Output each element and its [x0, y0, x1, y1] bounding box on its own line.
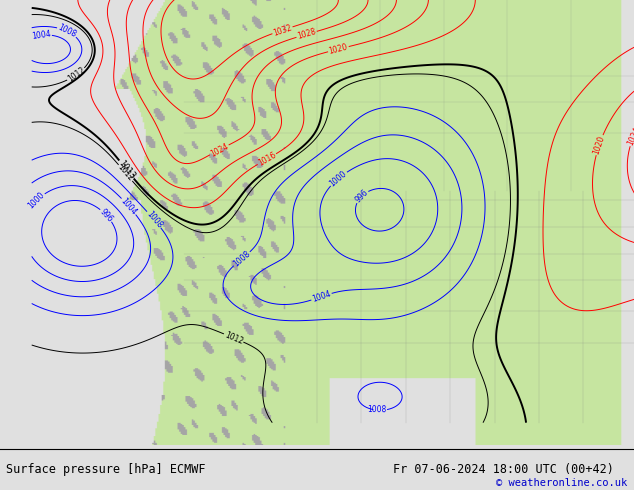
Text: 1008: 1008 — [231, 249, 252, 269]
Text: 1012: 1012 — [66, 66, 87, 84]
Text: 1032: 1032 — [272, 23, 293, 38]
Text: 1012: 1012 — [116, 163, 135, 183]
Text: 996: 996 — [353, 188, 370, 205]
Text: 1012: 1012 — [223, 330, 244, 346]
Text: 1008: 1008 — [56, 23, 78, 40]
Text: 1024: 1024 — [209, 142, 230, 158]
Text: 1020: 1020 — [328, 43, 349, 56]
Text: 1004: 1004 — [311, 290, 332, 304]
Text: 1024: 1024 — [626, 125, 634, 147]
Text: 1008: 1008 — [145, 209, 164, 230]
Text: Fr 07-06-2024 18:00 UTC (00+42): Fr 07-06-2024 18:00 UTC (00+42) — [393, 463, 614, 476]
Text: 1020: 1020 — [592, 134, 607, 156]
Text: 1004: 1004 — [31, 29, 51, 41]
Text: 1028: 1028 — [296, 27, 317, 41]
Text: 1013: 1013 — [117, 158, 136, 181]
Text: 1004: 1004 — [119, 196, 139, 217]
Text: 1016: 1016 — [256, 150, 278, 168]
Text: 996: 996 — [98, 207, 115, 224]
Text: 1000: 1000 — [27, 191, 46, 211]
Text: 1008: 1008 — [367, 405, 386, 415]
Text: © weatheronline.co.uk: © weatheronline.co.uk — [496, 478, 628, 488]
Text: 1000: 1000 — [328, 169, 349, 188]
Text: Surface pressure [hPa] ECMWF: Surface pressure [hPa] ECMWF — [6, 463, 206, 476]
